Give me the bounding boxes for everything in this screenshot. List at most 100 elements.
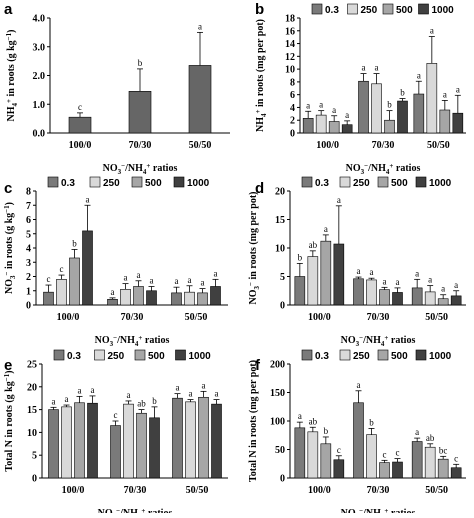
legend-label: 500 (145, 178, 162, 189)
legend-label: 1000 (187, 178, 210, 189)
legend-label: 250 (103, 178, 120, 189)
significance-letter: a (111, 287, 115, 297)
bar (437, 458, 449, 479)
bar (358, 80, 369, 134)
bar (450, 467, 462, 479)
significance-letter: a (176, 383, 180, 393)
significance-letter: a (298, 411, 302, 421)
significance-letter: b (400, 88, 405, 98)
legend-label: 1000 (429, 178, 452, 189)
bar (211, 403, 222, 479)
x-tick-label: 50/50 (186, 485, 209, 496)
significance-letter: a (345, 110, 349, 120)
y-tick-label: 0 (32, 474, 37, 485)
y-tick-label: 20 (27, 382, 37, 393)
significance-letter: c (383, 449, 387, 459)
x-tick-label: 50/50 (425, 485, 448, 496)
x-tick-label: 50/50 (427, 140, 450, 151)
bar (411, 287, 423, 306)
y-tick-label: 7 (26, 201, 31, 212)
legend-swatch (134, 349, 146, 361)
y-tick-label: 1.0 (33, 100, 46, 111)
panel-d: d 0 5 10 15 20 NO3− in roots (mg per pot) NO3−/… (247, 176, 466, 348)
significance-letter: a (362, 63, 366, 73)
bar (450, 295, 462, 306)
significance-letter: a (332, 105, 336, 115)
legend-label: 250 (353, 178, 370, 189)
legend-swatch (47, 176, 59, 188)
significance-letter: a (357, 266, 361, 276)
bar (411, 441, 423, 479)
significance-letter: a (175, 276, 179, 286)
bar (379, 289, 390, 306)
legend-swatch (339, 176, 351, 188)
legend-swatch (382, 3, 394, 15)
legend-label: 0.3 (315, 351, 329, 362)
x-axis-label: NO3−/NH4+ ratios (95, 334, 170, 348)
bar (424, 291, 436, 306)
bar (87, 402, 98, 479)
bar (397, 100, 408, 134)
y-axis-label: Total N in roots (g kg−1) (3, 370, 15, 471)
x-axis-label: NO3−/NH4+ ratios (341, 507, 416, 513)
legend-swatch (377, 176, 389, 188)
significance-letter: b (387, 100, 392, 110)
x-axis-label: NO3−/NH4+ ratios (103, 162, 178, 176)
bar (110, 425, 121, 479)
legend-label: 500 (391, 178, 408, 189)
significance-letter: a (375, 63, 379, 73)
significance-letter: c (114, 410, 118, 420)
panel-c: c 0 1 2 3 4 5 6 7 8 NO3− in roots (g kg−1) NO3−/NH4… (3, 176, 228, 348)
x-tick-label: 100/0 (62, 485, 85, 496)
y-tick-label: 6 (26, 215, 31, 226)
bar (413, 93, 425, 134)
x-tick-label: 100/0 (57, 312, 80, 323)
bar (74, 402, 85, 479)
y-tick-label: 15 (27, 405, 37, 416)
significance-letter: a (65, 394, 69, 404)
bar (341, 124, 353, 134)
bar (424, 446, 436, 479)
significance-letter: a (415, 427, 419, 437)
bar (198, 396, 209, 479)
y-tick-label: 100 (270, 417, 285, 428)
legend-label: 250 (353, 351, 370, 362)
significance-letter: a (441, 284, 445, 294)
bar (172, 397, 183, 479)
legend-label: 250 (108, 351, 125, 362)
x-tick-label: 100/0 (316, 140, 339, 151)
bar (439, 109, 451, 134)
significance-letter: b (138, 58, 143, 68)
legend-swatch (301, 349, 313, 361)
significance-letter: a (137, 270, 141, 280)
y-tick-label: 4 (26, 244, 31, 255)
bar (171, 292, 182, 306)
panel-label: b (255, 1, 264, 18)
x-axis-label: NO3−/NH4+ ratios (346, 162, 421, 176)
x-tick-label: 70/30 (129, 140, 152, 151)
bar (136, 412, 147, 479)
significance-letter: a (396, 277, 400, 287)
y-tick-label: 2.0 (33, 71, 46, 82)
significance-letter: a (370, 267, 374, 277)
y-tick-label: 16 (285, 26, 295, 37)
legend-swatch (347, 3, 358, 15)
legend-label: 0.3 (67, 351, 81, 362)
y-axis-label: NH4+ in roots (g kg−1) (5, 29, 19, 121)
bar (68, 116, 92, 134)
y-tick-label: 0.0 (33, 129, 46, 140)
significance-letter: c (60, 264, 64, 274)
significance-letter: c (337, 445, 341, 455)
bar (107, 298, 118, 306)
x-axis-label: NO3−/NH4+ ratios (341, 334, 416, 348)
bar (185, 401, 196, 479)
bar (210, 286, 221, 306)
significance-letter: a (201, 278, 205, 288)
x-tick-label: 100/0 (69, 140, 92, 151)
significance-letter: b (72, 238, 77, 248)
y-axis-label: NO3− in roots (mg per pot) (247, 192, 261, 305)
bar (426, 63, 438, 134)
bar (197, 292, 208, 306)
